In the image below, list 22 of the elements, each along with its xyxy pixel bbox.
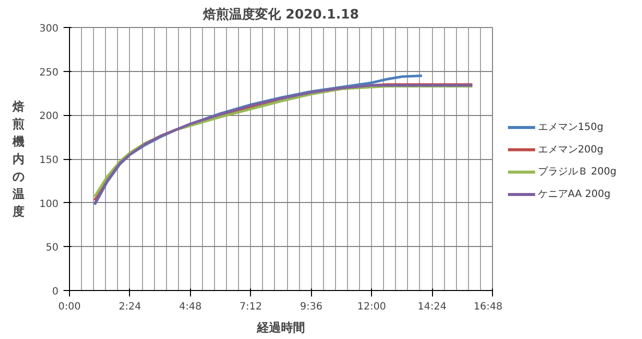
x-tick-label: 0:00	[58, 302, 81, 312]
legend-label: エメマン200g	[538, 144, 604, 156]
x-tick-label: 9:36	[300, 302, 322, 312]
y-tick-label: 300	[39, 24, 59, 34]
y-tick-label: 200	[39, 111, 59, 122]
x-tick-label: 12:00	[357, 302, 386, 312]
y-tick-label: 250	[39, 67, 59, 78]
y-axis-title: 焙煎機内の温度	[12, 100, 24, 218]
y-tick-label: 100	[39, 198, 59, 210]
legend-label: エメマン150g	[538, 122, 604, 133]
legend-label: ケニアAA 200g	[538, 189, 610, 200]
x-tick-label: 16:48	[474, 302, 503, 312]
x-tick-label: 14:24	[418, 302, 446, 312]
x-tick-label: 7:12	[240, 302, 262, 312]
x-tick-label: 2:24	[118, 302, 142, 312]
x-tick-label: 4:48	[179, 302, 202, 312]
x-axis-title: 経過時間	[256, 320, 305, 334]
y-tick-label: 0	[52, 286, 59, 298]
y-tick-label: 50	[46, 242, 59, 254]
y-tick-label: 150	[39, 155, 59, 166]
chart-title: 焙煎温度変化 2020.1.18	[202, 6, 359, 22]
legend-label: ブラジルＢ 200g	[538, 166, 616, 178]
